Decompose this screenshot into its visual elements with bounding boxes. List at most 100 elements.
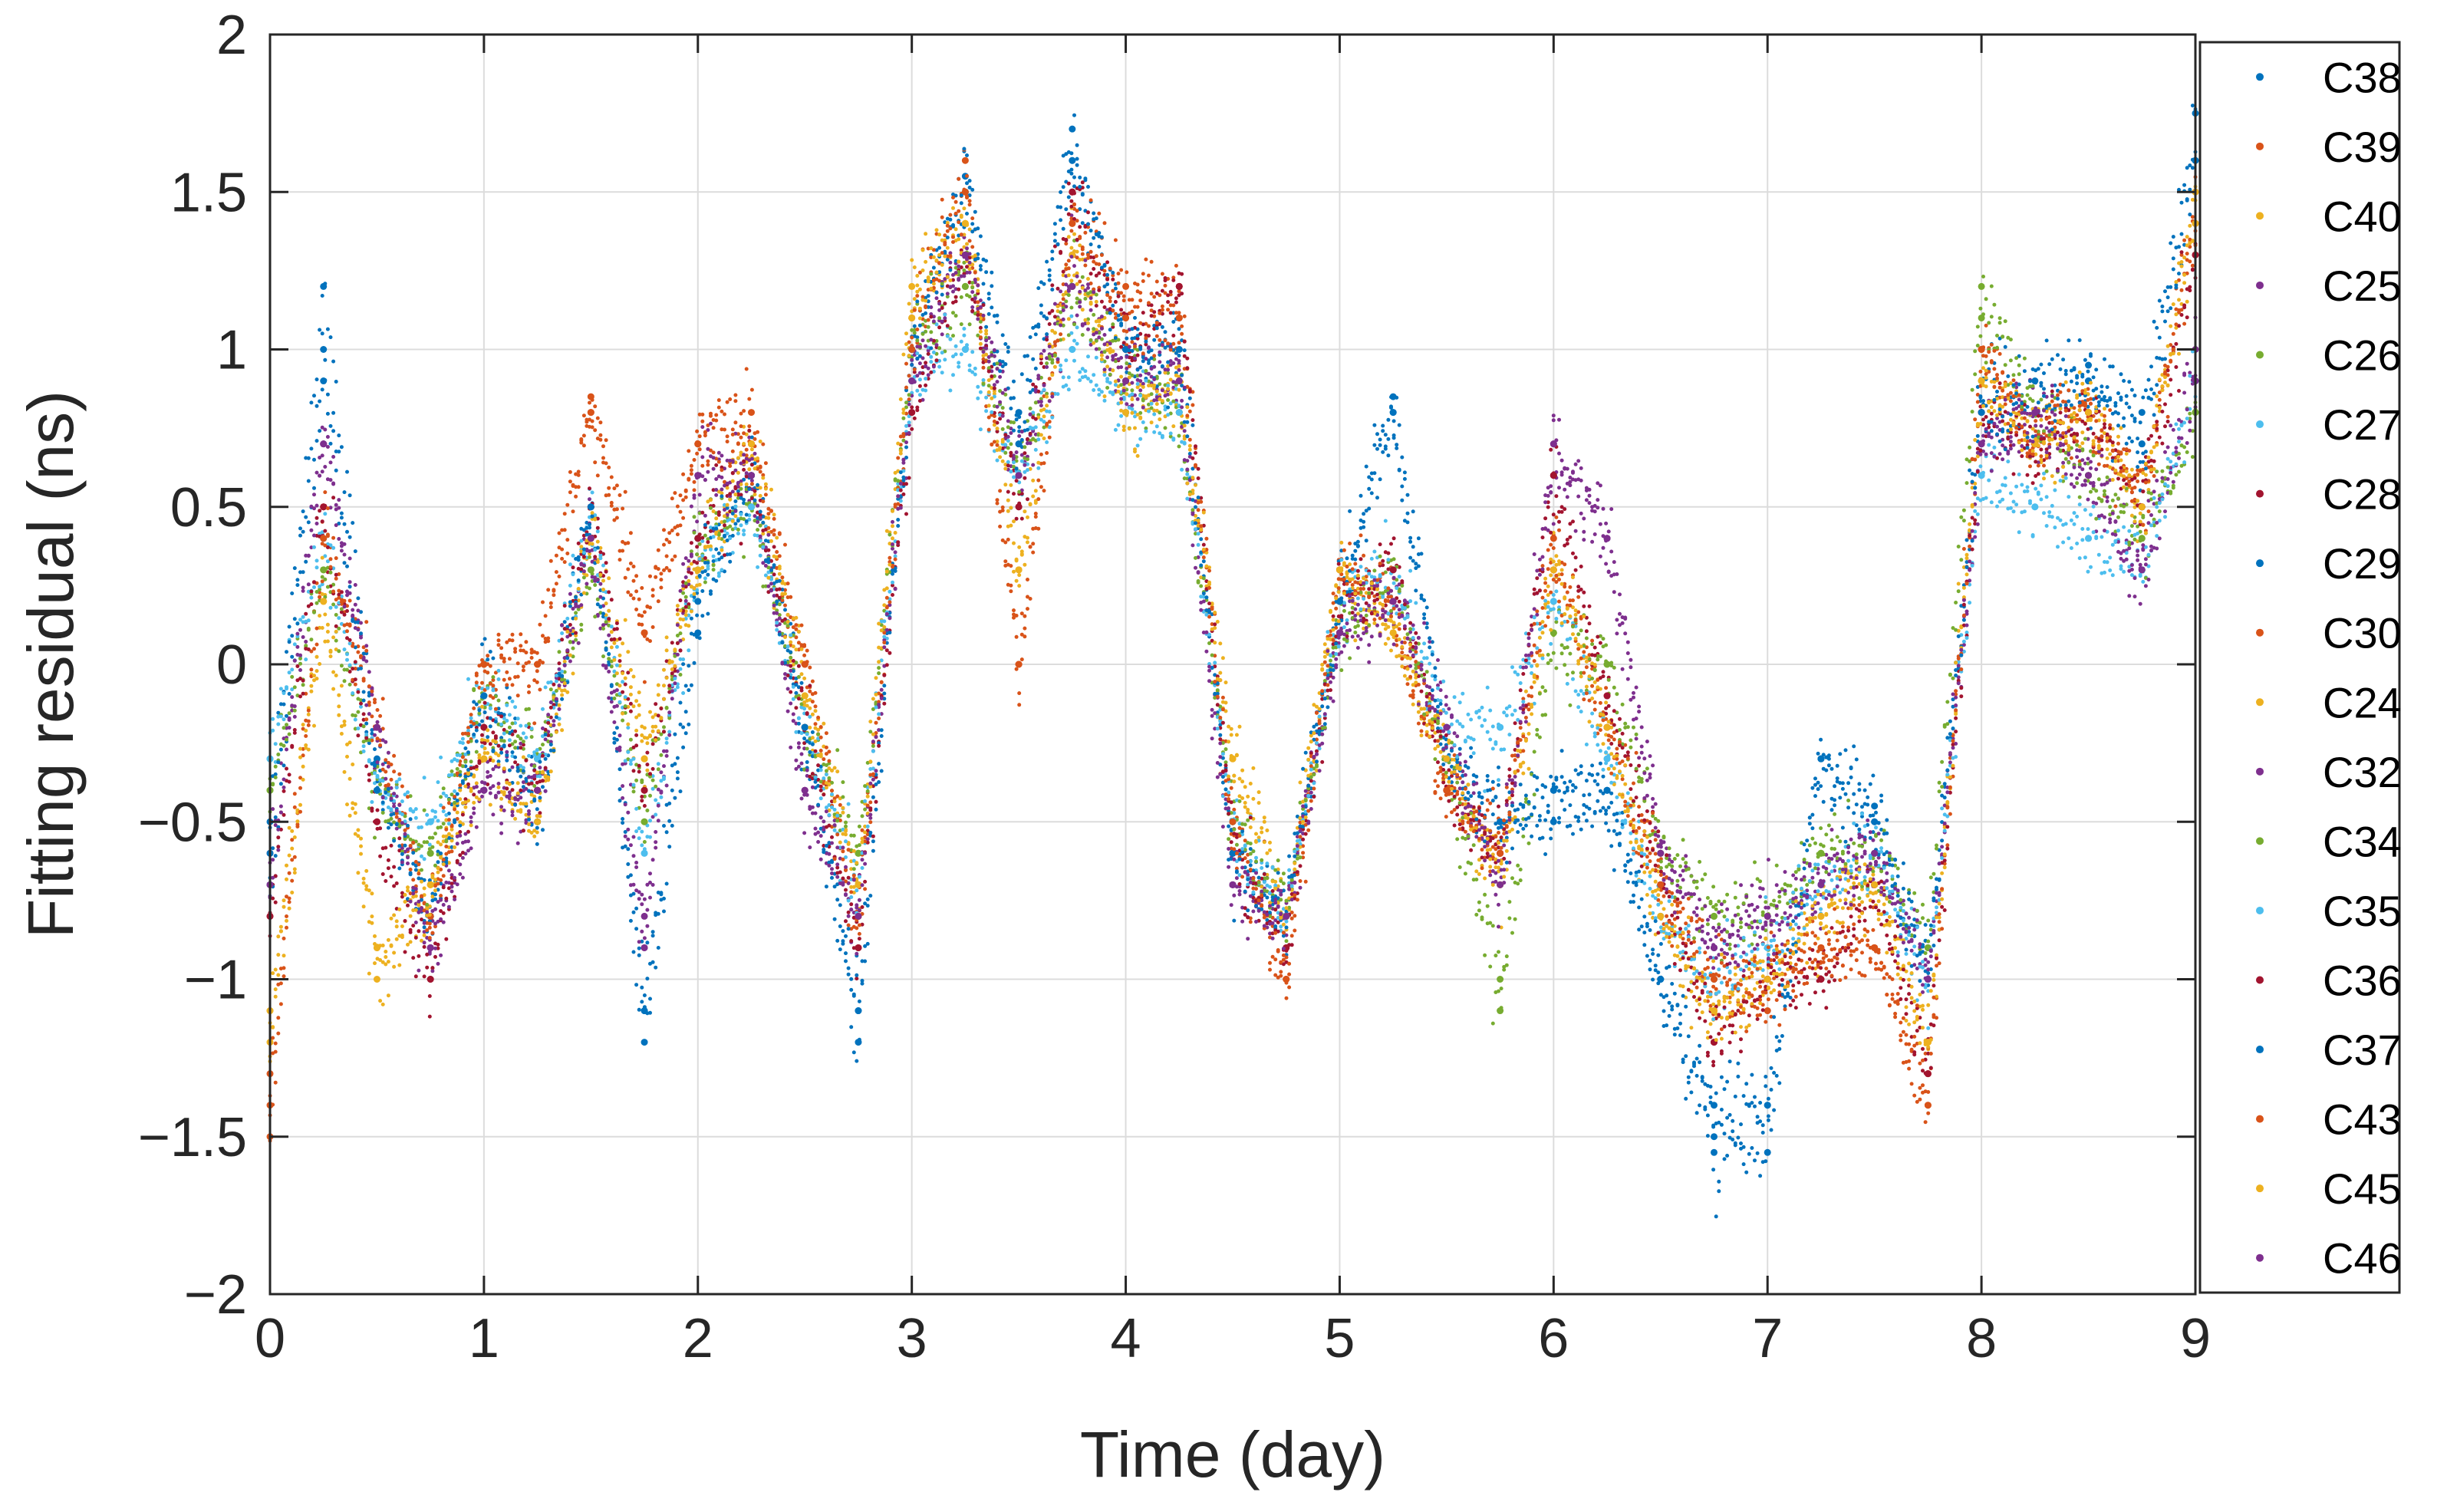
x-tick-label: 7 <box>1752 1308 1783 1369</box>
legend-label: C37 <box>2323 1026 2402 1074</box>
x-tick-label: 6 <box>1538 1308 1569 1369</box>
x-tick-label: 1 <box>469 1308 499 1369</box>
legend-marker <box>2256 1253 2264 1262</box>
data-point <box>587 409 594 417</box>
legend-marker <box>2256 420 2264 429</box>
data-point <box>1335 598 1343 605</box>
x-tick-label: 9 <box>2180 1308 2211 1369</box>
data-point <box>1550 786 1557 794</box>
axis-ticks <box>268 33 2197 1296</box>
data-point <box>1122 282 1130 290</box>
data-point <box>1175 377 1183 385</box>
data-point <box>961 282 969 290</box>
data-point <box>480 755 488 763</box>
legend-marker <box>2256 281 2264 289</box>
legend-item: C32 <box>2256 748 2402 796</box>
data-point <box>855 912 862 920</box>
data-point <box>1711 1133 1718 1141</box>
data-point <box>1978 377 1985 385</box>
legend-item: C25 <box>2256 262 2402 310</box>
data-point <box>1550 598 1557 605</box>
legend-label: C29 <box>2323 539 2402 588</box>
legend: C38 C39 C40 C25 C26 C27 C28 C29 C30 C24 C32 C34 C35 C… <box>2198 41 2402 1294</box>
data-point <box>1497 976 1504 983</box>
data-point <box>1817 912 1825 920</box>
data-point <box>641 849 648 857</box>
legend-item: C28 <box>2256 470 2402 519</box>
data-point <box>1817 976 1825 983</box>
data-point <box>641 912 648 920</box>
legend-item: C43 <box>2256 1095 2402 1144</box>
data-point <box>1657 881 1665 888</box>
data-point <box>1122 314 1130 321</box>
data-point <box>908 282 916 290</box>
data-point <box>694 472 702 479</box>
data-point <box>1389 409 1397 417</box>
data-point <box>1711 912 1718 920</box>
data-point <box>1175 282 1183 290</box>
data-point <box>1175 346 1183 353</box>
data-point <box>2085 472 2093 479</box>
data-point <box>2085 535 2093 542</box>
data-point <box>1389 566 1397 574</box>
data-point <box>641 629 648 637</box>
legend-label: C39 <box>2323 123 2402 171</box>
data-point <box>801 692 809 700</box>
legend-label: C27 <box>2323 400 2402 449</box>
legend-label: C30 <box>2323 609 2402 657</box>
x-axis-label: Time (day) <box>1080 1418 1385 1491</box>
data-point <box>1764 1007 1771 1015</box>
series-samples <box>268 331 2198 1030</box>
data-point <box>801 723 809 731</box>
data-point <box>908 346 916 353</box>
legend-marker <box>2256 976 2264 984</box>
data-point <box>1764 1148 1771 1156</box>
data-point <box>426 976 434 983</box>
data-point <box>480 786 488 794</box>
data-point <box>1069 156 1076 164</box>
legend-marker <box>2256 767 2264 776</box>
data-point <box>373 723 380 731</box>
legend-item: C39 <box>2256 123 2402 171</box>
data-point <box>1657 976 1665 983</box>
data-point <box>1871 849 1879 857</box>
y-tick-label: −2 <box>184 1264 247 1326</box>
data-point <box>587 503 594 511</box>
data-point <box>1978 282 1985 290</box>
data-point <box>1443 755 1451 763</box>
data-point <box>534 660 542 668</box>
data-point <box>1069 125 1076 133</box>
data-point <box>1497 818 1504 825</box>
data-point <box>694 629 702 637</box>
data-point <box>2138 440 2146 448</box>
legend-item: C40 <box>2256 192 2402 240</box>
data-point <box>961 219 969 227</box>
legend-label: C34 <box>2323 817 2402 865</box>
data-point <box>1015 440 1023 448</box>
legend-label: C32 <box>2323 748 2402 796</box>
y-tick-label: −0.5 <box>138 792 247 853</box>
data-point <box>1122 409 1130 417</box>
legend-marker <box>2256 142 2264 150</box>
data-point <box>320 598 328 605</box>
data-point <box>1389 629 1397 637</box>
legend-label: C38 <box>2323 53 2402 101</box>
data-point <box>641 818 648 825</box>
data-point <box>855 849 862 857</box>
legend-marker <box>2256 837 2264 845</box>
data-point <box>2138 503 2146 511</box>
legend-box <box>2198 41 2401 1294</box>
data-point <box>641 1039 648 1046</box>
data-point <box>1497 881 1504 888</box>
data-point <box>1283 976 1290 983</box>
data-point <box>641 944 648 951</box>
data-point <box>1175 314 1183 321</box>
legend-label: C24 <box>2323 678 2402 726</box>
data-point <box>1015 566 1023 574</box>
legend-label: C46 <box>2323 1234 2402 1283</box>
data-point <box>1871 818 1879 825</box>
legend-label: C40 <box>2323 192 2402 240</box>
legend-marker <box>2256 628 2264 637</box>
data-point <box>748 409 755 417</box>
